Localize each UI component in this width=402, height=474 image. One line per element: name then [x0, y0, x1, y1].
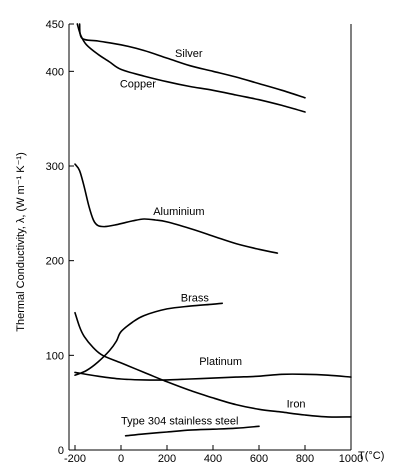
x-tick-label: 0	[118, 453, 124, 465]
y-ticks: 0 100 200 300 400 450	[46, 19, 74, 457]
y-tick-label: 300	[46, 161, 64, 173]
series-label-brass: Brass	[181, 292, 210, 304]
x-ticks: -200 0 200 400 600 800 1000	[64, 445, 363, 465]
y-tick-label: 450	[46, 19, 64, 31]
series-line-silver	[78, 23, 306, 99]
series-label-copper: Copper	[120, 78, 156, 90]
series-group: Silver Copper Aluminium Brass Platinum Iron Ty…	[74, 23, 352, 437]
x-tick-label: 800	[296, 453, 314, 465]
series-line-type-304-stainless-steel	[124, 425, 260, 437]
y-tick-label: 100	[46, 350, 64, 362]
y-axis-label: Thermal Conductivity, λ, (W m⁻¹ K⁻¹)	[15, 152, 27, 331]
x-tick-label: 1000	[339, 453, 363, 465]
series-line-iron	[74, 311, 352, 418]
series-label-iron: Iron	[287, 398, 306, 410]
series-line-aluminium	[74, 163, 279, 254]
y-tick-label: 0	[58, 445, 64, 457]
x-tick-label: 200	[158, 453, 176, 465]
series-label-type-304-stainless-steel: Type 304 stainless steel	[121, 415, 238, 427]
series-label-platinum: Platinum	[199, 356, 242, 368]
series-line-platinum	[74, 371, 352, 381]
series-label-silver: Silver	[175, 48, 203, 60]
series-label-aluminium: Aluminium	[153, 206, 204, 218]
y-tick-label: 200	[46, 256, 64, 268]
series-line-copper	[76, 23, 306, 113]
y-tick-label: 400	[46, 66, 64, 78]
axes	[68, 24, 352, 451]
x-tick-label: -200	[64, 453, 86, 465]
x-axis-label: T(°C)	[358, 450, 384, 462]
series-line-brass	[74, 302, 223, 376]
x-tick-label: 400	[204, 453, 222, 465]
x-tick-label: 600	[250, 453, 268, 465]
